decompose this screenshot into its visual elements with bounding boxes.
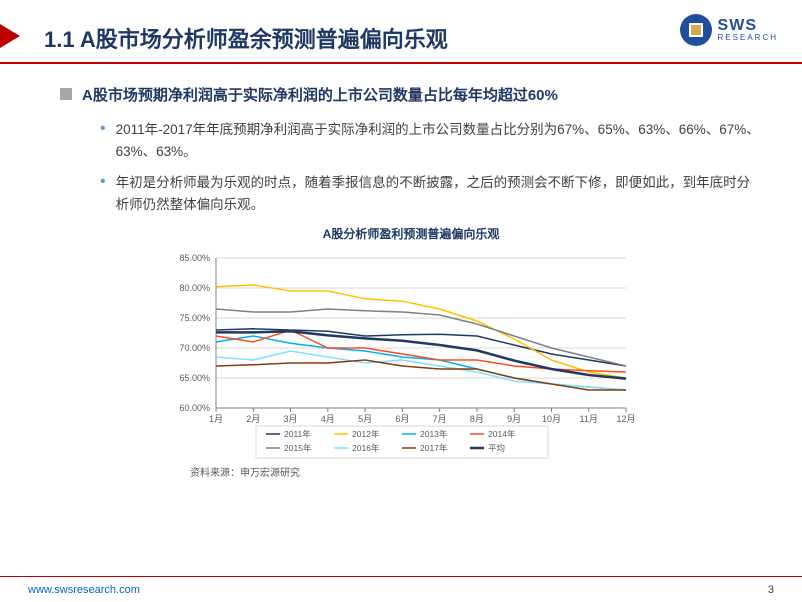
svg-text:75.00%: 75.00% (179, 313, 210, 323)
svg-text:80.00%: 80.00% (179, 283, 210, 293)
svg-text:2017年: 2017年 (420, 443, 448, 453)
bullet-item: • 年初是分析师最为乐观的时点，随着季报信息的不断披露，之后的预测会不断下修，即… (100, 172, 762, 215)
svg-text:6月: 6月 (395, 414, 409, 424)
chart-source: 资料来源：申万宏源研究 (160, 464, 762, 479)
svg-text:4月: 4月 (321, 414, 335, 424)
svg-text:2015年: 2015年 (284, 443, 312, 453)
svg-text:8月: 8月 (470, 414, 484, 424)
svg-text:5月: 5月 (358, 414, 372, 424)
svg-text:11月: 11月 (580, 414, 598, 424)
bullet-text-1: 2011年-2017年年底预期净利润高于实际净利润的上市公司数量占比分别为67%… (116, 119, 762, 162)
svg-text:平均: 平均 (488, 443, 505, 453)
page-number: 3 (768, 584, 774, 596)
dot-icon: • (100, 119, 106, 162)
page-title: 1.1 A股市场分析师盈余预测普遍偏向乐观 (44, 22, 448, 54)
bullet-text-2: 年初是分析师最为乐观的时点，随着季报信息的不断披露，之后的预测会不断下修，即便如… (116, 172, 762, 215)
svg-text:3月: 3月 (284, 414, 298, 424)
chart-title: A股分析师盈利预测普遍偏向乐观 (160, 225, 762, 242)
line-chart: 60.00% 65.00% 70.00% 75.00% 80.00% 85.00% 1月 2月… (160, 250, 640, 460)
svg-text:2014年: 2014年 (488, 429, 516, 439)
svg-text:2011年: 2011年 (284, 429, 311, 439)
accent-chevron (0, 24, 20, 48)
svg-text:9月: 9月 (507, 414, 521, 424)
logo-icon (680, 14, 712, 46)
svg-text:65.00%: 65.00% (179, 373, 210, 383)
slide-footer: www.swsresearch.com 3 (0, 576, 802, 602)
subtitle: A股市场预期净利润高于实际净利润的上市公司数量占比每年均超过60% (82, 84, 558, 105)
svg-text:85.00%: 85.00% (179, 253, 210, 263)
slide-header: 1.1 A股市场分析师盈余预测普遍偏向乐观 SWS RESEARCH (0, 0, 802, 64)
svg-text:12月: 12月 (616, 414, 635, 424)
bullet-item: • 2011年-2017年年底预期净利润高于实际净利润的上市公司数量占比分别为6… (100, 119, 762, 162)
svg-text:2月: 2月 (246, 414, 260, 424)
svg-text:2012年: 2012年 (352, 429, 380, 439)
svg-text:1月: 1月 (209, 414, 223, 424)
svg-text:10月: 10月 (542, 414, 561, 424)
svg-text:60.00%: 60.00% (179, 403, 210, 413)
logo-sub-text: RESEARCH (718, 34, 778, 42)
svg-text:7月: 7月 (433, 414, 447, 424)
logo-main-text: SWS (718, 18, 778, 34)
content-area: A股市场预期净利润高于实际净利润的上市公司数量占比每年均超过60% • 2011… (0, 64, 802, 479)
dot-icon: • (100, 172, 106, 215)
sws-logo: SWS RESEARCH (680, 14, 778, 46)
svg-text:2013年: 2013年 (420, 429, 448, 439)
square-bullet-icon (60, 88, 72, 100)
footer-url: www.swsresearch.com (28, 584, 140, 596)
svg-text:70.00%: 70.00% (179, 343, 210, 353)
svg-text:2016年: 2016年 (352, 443, 380, 453)
